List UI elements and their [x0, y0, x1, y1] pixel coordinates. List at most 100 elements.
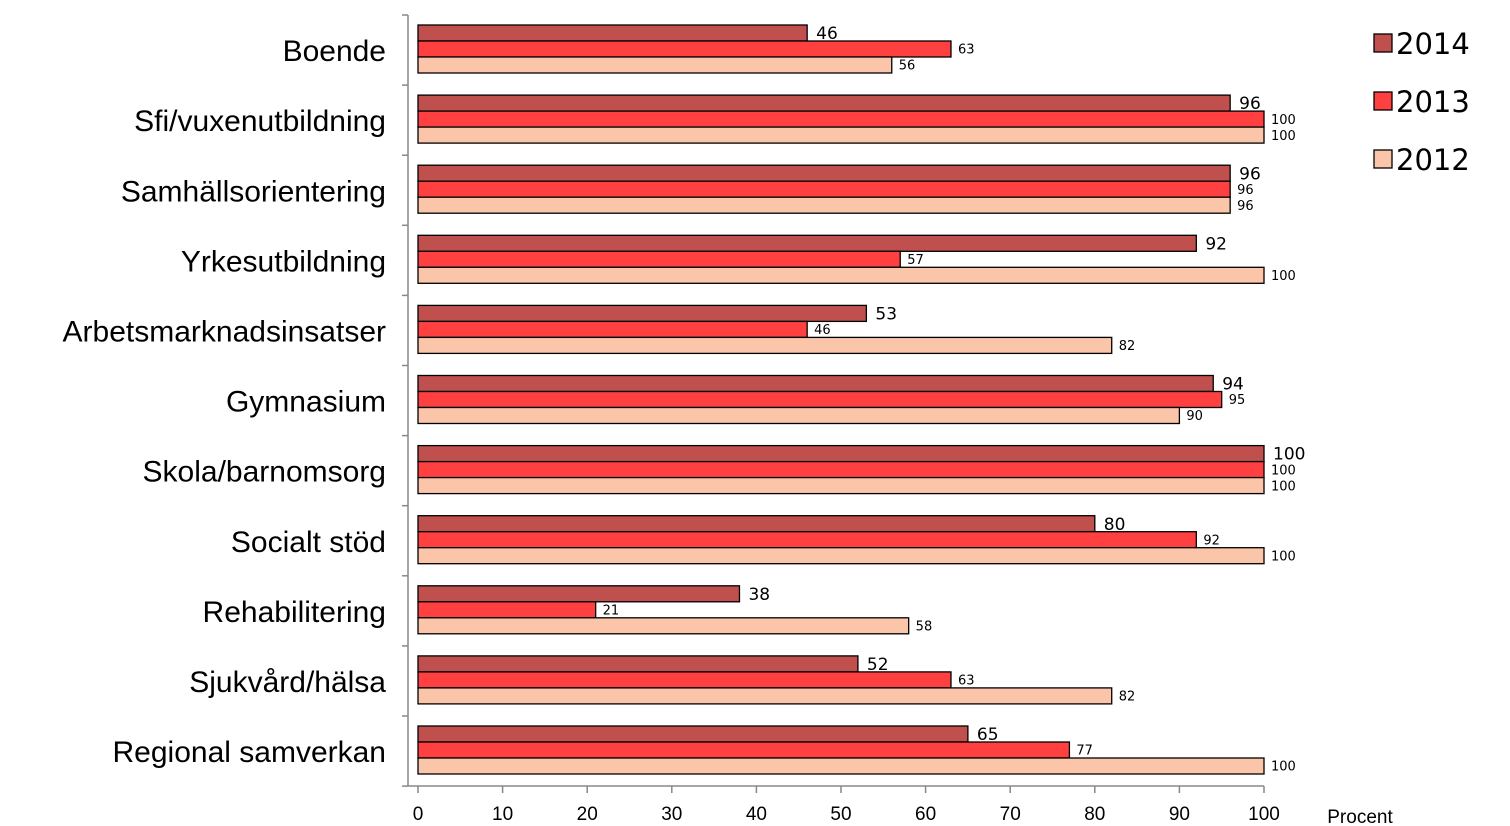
value-label-2013-samhallsorientering: 96: [1237, 183, 1254, 198]
value-label-2014-gymnasium: 94: [1222, 375, 1244, 395]
value-label-2013-rehabilitering: 21: [603, 603, 620, 618]
category-label-samhallsorientering: Samhällsorientering: [121, 175, 386, 208]
bar-2014-gymnasium: [417, 374, 1214, 393]
x-tick-label-90: 90: [1169, 804, 1190, 825]
value-label-2014-skola-barnomsorg: 100: [1273, 445, 1305, 465]
value-label-2012-socialt-stod: 100: [1271, 549, 1296, 564]
category-label-yrkesutbildning: Yrkesutbildning: [181, 245, 386, 278]
value-label-2013-arbetsmarknadsinsatser: 46: [814, 323, 831, 338]
bar-2014-arbetsmarknadsinsatser: [417, 304, 868, 323]
value-label-2014-arbetsmarknadsinsatser: 53: [875, 305, 897, 325]
value-label-2013-yrkesutbildning: 57: [907, 253, 924, 268]
legend-label-2013: 2013: [1396, 85, 1470, 119]
x-tick-label-30: 30: [661, 804, 682, 825]
value-label-2012-gymnasium: 90: [1186, 409, 1203, 424]
bar-2013-arbetsmarknadsinsatser: [417, 320, 808, 339]
bar-2012-samhallsorientering: [417, 196, 1231, 214]
value-label-2012-skola-barnomsorg: 100: [1271, 479, 1296, 494]
bar-2013-socialt-stod: [417, 531, 1197, 549]
category-label-gymnasium: Gymnasium: [226, 386, 386, 419]
value-label-2012-yrkesutbildning: 100: [1271, 269, 1296, 284]
category-label-socialt-stod: Socialt stöd: [231, 526, 386, 559]
legend-label-2012: 2012: [1396, 143, 1470, 177]
bar-2012-yrkesutbildning: [417, 266, 1265, 284]
x-tick-label-70: 70: [1000, 804, 1021, 825]
bar-2013-yrkesutbildning: [417, 250, 901, 268]
bar-2012-socialt-stod: [417, 547, 1265, 565]
legend-swatch-2013: [1373, 91, 1393, 111]
value-labels: 4663569610010096969692571005346829495901…: [603, 24, 1306, 775]
value-label-2013-sfi-vuxenutbildning: 100: [1271, 113, 1296, 128]
category-label-rehabilitering: Rehabilitering: [203, 596, 386, 629]
bar-2014-samhallsorientering: [417, 164, 1231, 182]
bars: [417, 24, 1265, 775]
value-label-2012-sjukvard-halsa: 82: [1119, 690, 1136, 705]
bar-2014-skola-barnomsorg: [417, 444, 1265, 463]
value-label-2013-socialt-stod: 92: [1203, 533, 1220, 548]
value-label-2014-sjukvard-halsa: 52: [867, 655, 889, 675]
bar-2014-sfi-vuxenutbildning: [417, 94, 1231, 112]
bar-2012-rehabilitering: [417, 617, 910, 635]
bar-2012-skola-barnomsorg: [417, 476, 1265, 495]
bar-2014-regional-samverkan: [417, 725, 969, 743]
value-label-2013-regional-samverkan: 77: [1076, 744, 1093, 759]
value-label-2013-gymnasium: 95: [1229, 393, 1246, 408]
bar-2014-rehabilitering: [417, 585, 741, 603]
x-tick-label-40: 40: [746, 804, 767, 825]
x-tick-label-20: 20: [577, 804, 598, 825]
value-label-2014-socialt-stod: 80: [1104, 515, 1126, 535]
bar-2012-gymnasium: [417, 406, 1181, 425]
bar-2014-sjukvard-halsa: [417, 655, 859, 673]
value-label-2014-samhallsorientering: 96: [1239, 164, 1261, 184]
value-label-2013-boende: 63: [958, 43, 975, 58]
x-tick-label-0: 0: [413, 804, 424, 825]
legend-label-2014: 2014: [1396, 27, 1470, 61]
bar-2012-regional-samverkan: [417, 757, 1265, 775]
value-label-2012-arbetsmarknadsinsatser: 82: [1119, 339, 1136, 354]
bar-2013-regional-samverkan: [417, 741, 1071, 759]
x-tick-label-80: 80: [1084, 804, 1105, 825]
value-label-2014-rehabilitering: 38: [748, 585, 770, 605]
value-label-2012-rehabilitering: 58: [916, 619, 933, 634]
bar-2013-skola-barnomsorg: [417, 460, 1265, 479]
value-label-2013-sjukvard-halsa: 63: [958, 674, 975, 689]
legend-swatch-2012: [1373, 149, 1393, 169]
category-label-sjukvard-halsa: Sjukvård/hälsa: [189, 666, 386, 699]
bar-2014-yrkesutbildning: [417, 234, 1197, 252]
x-tick-label-10: 10: [492, 804, 513, 825]
category-axis: Boende Sfi/vuxenutbildning Samhällsoriente…: [63, 14, 409, 787]
value-label-2014-yrkesutbildning: 92: [1205, 234, 1227, 254]
value-label-2012-samhallsorientering: 96: [1237, 199, 1254, 214]
value-label-2012-regional-samverkan: 100: [1271, 760, 1296, 775]
value-label-2014-regional-samverkan: 65: [977, 725, 999, 745]
value-label-2014-sfi-vuxenutbildning: 96: [1239, 94, 1261, 114]
legend-swatch-2014: [1373, 33, 1393, 53]
category-label-boende: Boende: [283, 35, 386, 68]
x-axis-unit-label: Procent: [1327, 807, 1393, 826]
category-label-arbetsmarknadsinsatser: Arbetsmarknadsinsatser: [63, 315, 386, 348]
category-label-sfi-vuxenutbildning: Sfi/vuxenutbildning: [134, 105, 386, 138]
x-tick-label-50: 50: [830, 804, 851, 825]
value-label-2012-sfi-vuxenutbildning: 100: [1271, 129, 1296, 144]
bar-2012-arbetsmarknadsinsatser: [417, 336, 1113, 355]
bar-2012-sjukvard-halsa: [417, 687, 1113, 705]
bar-2014-boende: [417, 24, 808, 42]
value-label-2012-boende: 56: [899, 59, 916, 74]
bar-2012-sfi-vuxenutbildning: [417, 126, 1265, 144]
bar-2013-sfi-vuxenutbildning: [417, 110, 1265, 128]
bar-2013-gymnasium: [417, 390, 1223, 409]
legend: 2014 2013 2012: [1373, 27, 1470, 177]
x-axis: 0 10 20 30 40 50 60 70 80 90 100: [408, 785, 1280, 825]
bar-2013-rehabilitering: [417, 601, 597, 619]
bar-2012-boende: [417, 56, 893, 74]
category-label-regional-samverkan: Regional samverkan: [113, 736, 386, 769]
x-tick-label-60: 60: [915, 804, 936, 825]
bar-2013-samhallsorientering: [417, 180, 1231, 198]
bar-2013-boende: [417, 40, 952, 58]
category-label-skola-barnomsorg: Skola/barnomsorg: [143, 456, 386, 489]
x-tick-label-100: 100: [1248, 804, 1280, 825]
value-label-2013-skola-barnomsorg: 100: [1271, 463, 1296, 478]
bar-2014-socialt-stod: [417, 515, 1096, 533]
value-label-2014-boende: 46: [816, 24, 838, 44]
